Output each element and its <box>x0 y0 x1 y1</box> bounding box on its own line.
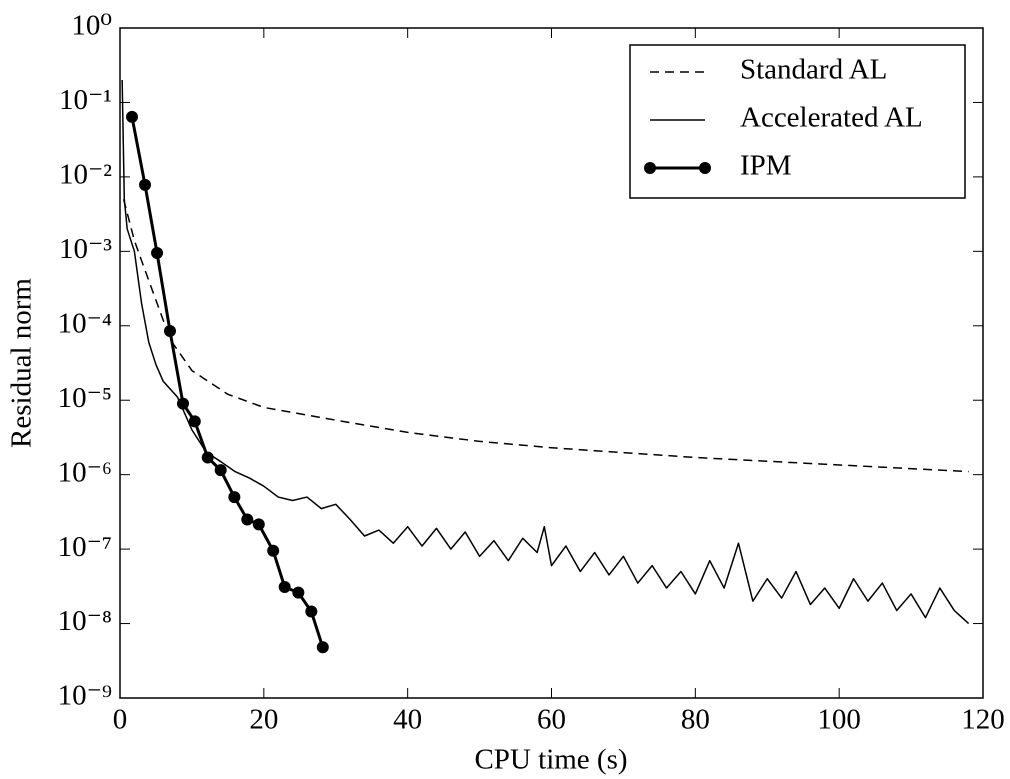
y-tick-label: 10⁻³ <box>59 233 112 265</box>
y-tick-label: 10⁻² <box>59 159 112 191</box>
x-tick-label: 100 <box>817 704 861 736</box>
x-tick-label: 0 <box>113 704 128 736</box>
point <box>228 491 241 504</box>
y-tick-label: 10⁻⁹ <box>58 680 112 712</box>
point <box>163 325 176 338</box>
legend-label: Accelerated AL <box>740 102 923 134</box>
point <box>151 246 164 259</box>
point <box>267 544 280 557</box>
x-tick-label: 40 <box>393 704 422 736</box>
legend-marker <box>644 162 656 174</box>
point <box>305 605 318 618</box>
plot-frame <box>119 27 984 699</box>
x-tick-label: 80 <box>681 704 710 736</box>
point <box>139 178 152 191</box>
legend-label: Standard AL <box>740 54 887 86</box>
series-line <box>130 116 325 648</box>
point <box>126 110 139 123</box>
point <box>176 397 189 410</box>
x-axis-label: CPU time (s) <box>474 744 627 776</box>
point <box>292 586 305 599</box>
y-tick-label: 10⁻⁸ <box>58 605 112 637</box>
y-tick-label: 10⁻⁴ <box>58 307 112 339</box>
point <box>252 518 265 531</box>
y-tick-label: 10⁻¹ <box>59 84 112 116</box>
y-tick-label: 10⁻⁵ <box>58 382 112 414</box>
point <box>214 464 227 477</box>
y-tick-label: 10⁻⁶ <box>58 456 112 488</box>
legend-box <box>629 44 966 199</box>
point <box>278 580 291 593</box>
legend-label: IPM <box>740 150 792 182</box>
series-line <box>122 199 969 473</box>
y-axis-label: Residual norm <box>6 278 38 448</box>
x-tick-label: 20 <box>249 704 278 736</box>
point <box>316 641 329 654</box>
point <box>201 451 214 464</box>
point <box>241 513 254 526</box>
x-tick-label: 60 <box>537 704 566 736</box>
series-line <box>121 80 970 625</box>
legend-marker <box>699 162 711 174</box>
x-tick-label: 120 <box>961 704 1005 736</box>
point <box>188 415 201 428</box>
y-tick-label: 10⁰ <box>71 10 112 42</box>
y-tick-label: 10⁻⁷ <box>58 531 112 563</box>
